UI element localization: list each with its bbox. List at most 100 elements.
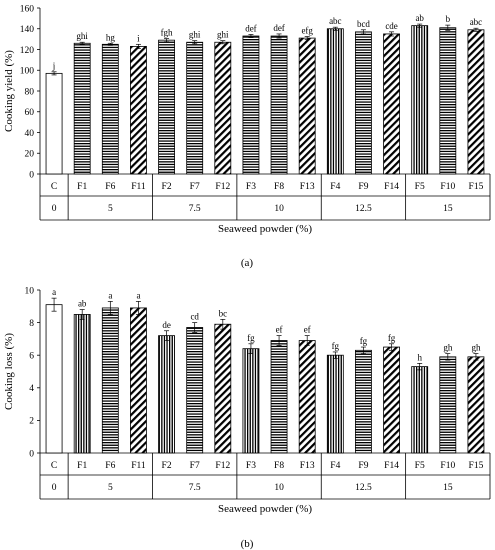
group-label: 10 <box>274 483 284 493</box>
significance-label: bc <box>219 308 228 318</box>
bar-F11 <box>130 307 147 454</box>
error-bar <box>248 343 254 354</box>
category-label: F13 <box>300 461 315 471</box>
group-label: 5 <box>108 483 113 493</box>
panel-label-a: (a) <box>241 257 254 269</box>
error-bar <box>135 43 141 49</box>
significance-label: abc <box>470 17 483 27</box>
error-bar <box>445 24 451 31</box>
error-bar <box>360 346 366 354</box>
error-bar <box>276 335 282 346</box>
significance-label: hg <box>106 32 116 42</box>
category-label: F11 <box>131 461 146 471</box>
bar-C <box>45 304 63 454</box>
error-bar <box>304 36 310 40</box>
error-bar <box>389 31 395 37</box>
y-tick-label: 100 <box>20 67 35 77</box>
category-label: F12 <box>215 461 230 471</box>
category-label: F10 <box>440 182 455 192</box>
group-label: 5 <box>108 204 113 214</box>
bar-F11 <box>130 45 147 175</box>
bar-F8 <box>270 340 288 454</box>
y-axis-title: Cooking yield (%) <box>3 50 15 132</box>
significance-label: a <box>108 290 112 300</box>
group-label: 0 <box>52 483 57 493</box>
bar-F12 <box>214 41 232 175</box>
category-label: F8 <box>274 461 284 471</box>
y-tick-label: 0 <box>29 170 34 180</box>
category-label: C <box>51 461 57 471</box>
bar-F4 <box>326 28 344 175</box>
bar-F10 <box>439 27 457 175</box>
group-label: 10 <box>274 204 284 214</box>
y-tick-label: 120 <box>20 46 35 56</box>
error-bar <box>164 38 170 43</box>
error-bar <box>135 301 141 315</box>
significance-label: ghi <box>189 30 201 40</box>
y-tick-label: 160 <box>20 4 35 14</box>
significance-label: a <box>136 290 140 300</box>
x-axis-title: Seaweed powder (%) <box>218 223 312 235</box>
bar-F9 <box>355 31 372 175</box>
bar-F3 <box>242 35 260 175</box>
y-tick-label: 0 <box>29 449 34 459</box>
significance-label: cde <box>385 21 398 31</box>
significance-label: a <box>52 287 56 297</box>
significance-label: j <box>52 61 56 71</box>
bar-F14 <box>383 33 400 175</box>
bar-F5 <box>411 366 429 454</box>
category-label: F7 <box>190 461 200 471</box>
significance-label: ef <box>304 325 311 335</box>
bar-C <box>45 72 63 175</box>
significance-label: ghi <box>76 31 88 41</box>
error-bar <box>79 41 85 45</box>
bar-F13 <box>298 37 316 175</box>
category-label: F1 <box>77 461 87 471</box>
error-bar <box>192 40 198 45</box>
category-label: F6 <box>105 182 115 192</box>
error-bar <box>389 343 395 351</box>
bar-F14 <box>383 346 400 454</box>
category-label: F4 <box>330 182 340 192</box>
significance-label: bcd <box>357 19 370 29</box>
category-label: F1 <box>77 182 87 192</box>
bar-F4 <box>326 354 344 454</box>
significance-label: def <box>273 23 285 33</box>
error-bar <box>79 309 85 320</box>
significance-label: ghi <box>217 30 229 40</box>
bar-F9 <box>355 349 372 454</box>
group-label: 0 <box>52 204 57 214</box>
category-label: F13 <box>300 182 315 192</box>
error-bar <box>473 353 479 361</box>
bar-F8 <box>270 35 288 175</box>
category-label: F7 <box>190 182 200 192</box>
category-label: F5 <box>415 461 425 471</box>
category-label: F4 <box>330 461 340 471</box>
error-bar <box>473 27 479 32</box>
chart-panel-a: 020406080100120140160jCghiF1hgF6iF11fghF… <box>3 4 491 235</box>
bar-F6 <box>101 307 119 454</box>
category-label: F2 <box>162 461 172 471</box>
y-tick-label: 140 <box>20 25 35 35</box>
significance-label: gh <box>443 343 453 353</box>
y-tick-label: 60 <box>25 108 35 118</box>
error-bar <box>276 33 282 39</box>
bar-F3 <box>242 348 260 454</box>
x-axis-title: Seaweed powder (%) <box>218 503 312 515</box>
error-bar <box>248 34 254 38</box>
error-bar <box>220 318 226 330</box>
y-tick-label: 4 <box>29 384 34 394</box>
error-bar <box>445 353 451 361</box>
error-bar <box>192 322 198 333</box>
group-label: 15 <box>443 483 453 493</box>
significance-label: abc <box>329 16 342 26</box>
y-tick-label: 6 <box>29 352 34 362</box>
significance-label: ef <box>276 325 283 335</box>
y-tick-label: 80 <box>25 87 35 97</box>
bar-F6 <box>101 43 119 175</box>
significance-label: efg <box>301 26 313 36</box>
y-axis-title: Cooking loss (%) <box>3 333 15 410</box>
error-bar <box>164 330 170 341</box>
error-bar <box>220 40 226 45</box>
